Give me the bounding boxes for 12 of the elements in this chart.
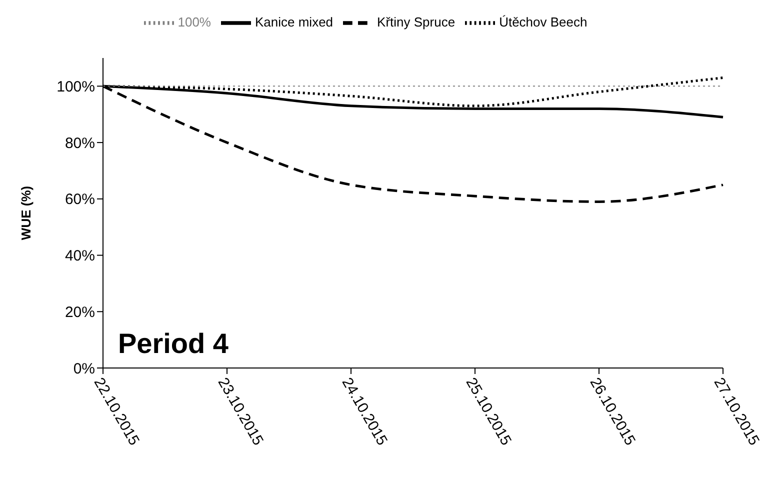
legend-label: Křtiny Spruce [377,14,456,30]
annotation: Period 4 [118,328,229,359]
y-tick-label: 80% [64,134,95,152]
y-tick-label: 20% [64,304,95,321]
legend-label: 100% [178,14,211,30]
y-tick-label: 0% [73,360,95,378]
y-tick-label: 40% [64,248,95,265]
legend-label: Útěchov Beech [499,14,588,30]
y-tick-label: 100% [56,78,95,96]
y-tick-label: 60% [64,191,95,208]
y-axis-title: WUE (%) [18,186,34,240]
legend-label: Kanice mixed [254,14,334,30]
